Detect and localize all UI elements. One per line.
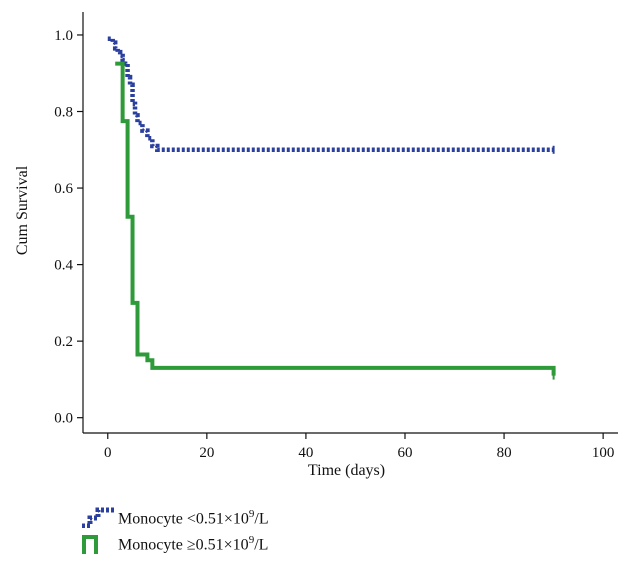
x-tick-label: 40 xyxy=(298,445,313,461)
legend-label-low: Monocyte <0.51×109/L xyxy=(118,508,269,528)
survival-chart: 0.0 0.2 0.4 0.6 0.8 1.0 0 20 40 60 80 100 Time (day… xyxy=(14,12,618,479)
y-axis-title: Cum Survival xyxy=(14,165,31,255)
y-tick-label: 1.0 xyxy=(54,28,73,44)
legend-item-low: Monocyte <0.51×109/L xyxy=(80,504,269,530)
x-tick-label: 60 xyxy=(397,445,412,461)
y-tick-label: 0.4 xyxy=(54,258,73,274)
x-tick-label: 20 xyxy=(199,445,214,461)
legend-label-high: Monocyte ≥0.51×109/L xyxy=(118,534,269,554)
x-tick-label: 80 xyxy=(497,445,512,461)
y-tick-label: 0.8 xyxy=(54,105,73,121)
axes: 0.0 0.2 0.4 0.6 0.8 1.0 0 20 40 60 80 100 xyxy=(54,12,618,461)
series-line-0 xyxy=(107,36,554,153)
y-tick-label: 0.6 xyxy=(54,181,73,197)
x-tick-label: 0 xyxy=(104,445,112,461)
legend-swatch-high xyxy=(82,535,98,554)
legend-item-high: Monocyte ≥0.51×109/L xyxy=(80,530,269,556)
x-axis-title: Time (days) xyxy=(308,462,385,479)
series-layer xyxy=(107,36,556,380)
legend-swatch-low xyxy=(82,507,114,528)
x-tick-label: 100 xyxy=(592,445,615,461)
legend: Monocyte <0.51×109/L Monocyte ≥0.51×109/… xyxy=(80,504,269,556)
series-line-1 xyxy=(115,61,556,376)
y-tick-label: 0.0 xyxy=(54,411,73,427)
y-tick-label: 0.2 xyxy=(54,334,73,350)
